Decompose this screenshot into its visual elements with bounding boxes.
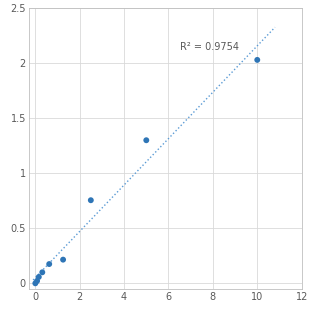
Text: R² = 0.9754: R² = 0.9754 <box>180 42 239 52</box>
Point <box>88 198 93 203</box>
Point <box>255 57 260 62</box>
Point <box>47 261 52 266</box>
Point <box>36 275 41 280</box>
Point <box>35 278 40 283</box>
Point <box>144 138 149 143</box>
Point <box>33 281 38 286</box>
Point <box>40 270 45 275</box>
Point <box>61 257 66 262</box>
